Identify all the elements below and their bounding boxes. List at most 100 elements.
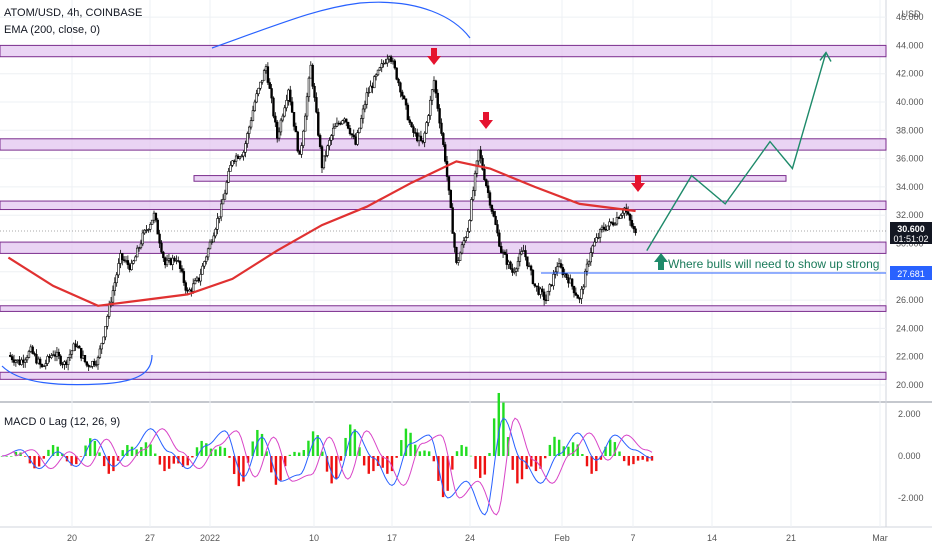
candle-body[interactable] bbox=[149, 224, 152, 230]
candle-body[interactable] bbox=[443, 144, 447, 162]
candle-body[interactable] bbox=[23, 359, 27, 363]
bottom-arc-drawing[interactable] bbox=[1, 354, 153, 386]
candle-body[interactable] bbox=[451, 207, 454, 234]
candle-body[interactable] bbox=[113, 282, 117, 291]
candle-body[interactable] bbox=[186, 290, 189, 292]
candle-body[interactable] bbox=[22, 359, 25, 363]
candle-body[interactable] bbox=[255, 93, 258, 103]
candle-body[interactable] bbox=[514, 268, 518, 272]
macd-axis[interactable]: 2.000 0.000 -2.000 bbox=[898, 409, 924, 503]
candle-body[interactable] bbox=[565, 273, 568, 278]
candle-body[interactable] bbox=[249, 120, 253, 128]
candle-body[interactable] bbox=[212, 235, 215, 243]
candle-body[interactable] bbox=[139, 243, 143, 249]
candle-body[interactable] bbox=[104, 325, 107, 338]
candle-body[interactable] bbox=[587, 261, 591, 265]
candle-body[interactable] bbox=[339, 123, 342, 125]
candle-body[interactable] bbox=[399, 82, 402, 93]
candle-body[interactable] bbox=[14, 360, 18, 363]
candle-body[interactable] bbox=[264, 66, 268, 71]
candle-body[interactable] bbox=[259, 81, 262, 89]
candle-body[interactable] bbox=[595, 237, 598, 243]
candle-body[interactable] bbox=[102, 336, 105, 344]
candle-body[interactable] bbox=[57, 351, 61, 357]
candle-body[interactable] bbox=[363, 104, 367, 110]
candle-body[interactable] bbox=[136, 247, 139, 258]
candle-body[interactable] bbox=[358, 127, 361, 134]
candle-body[interactable] bbox=[302, 130, 305, 146]
zone-rect[interactable] bbox=[0, 200, 887, 211]
candle-body[interactable] bbox=[438, 108, 441, 124]
candle-body[interactable] bbox=[380, 63, 383, 68]
candle-body[interactable] bbox=[356, 132, 359, 145]
candle-body[interactable] bbox=[348, 128, 352, 135]
candle-body[interactable] bbox=[141, 232, 144, 245]
candle-body[interactable] bbox=[91, 361, 94, 367]
candle-body[interactable] bbox=[533, 283, 537, 287]
candle-body[interactable] bbox=[378, 67, 382, 71]
candle-body[interactable] bbox=[74, 343, 77, 348]
candle-body[interactable] bbox=[130, 263, 133, 271]
candle-body[interactable] bbox=[391, 60, 395, 62]
candle-body[interactable] bbox=[111, 290, 115, 303]
candle-body[interactable] bbox=[386, 58, 389, 64]
candle-body[interactable] bbox=[272, 97, 275, 117]
candle-body[interactable] bbox=[124, 260, 128, 262]
candle-body[interactable] bbox=[436, 92, 439, 109]
candle-body[interactable] bbox=[481, 157, 484, 170]
candle-body[interactable] bbox=[520, 251, 523, 255]
candle-body[interactable] bbox=[89, 366, 92, 368]
candle-body[interactable] bbox=[337, 122, 340, 125]
candle-body[interactable] bbox=[100, 342, 103, 350]
candle-body[interactable] bbox=[585, 263, 589, 272]
candle-body[interactable] bbox=[507, 261, 510, 265]
candle-body[interactable] bbox=[311, 64, 314, 87]
candle-body[interactable] bbox=[164, 257, 167, 266]
candle-body[interactable] bbox=[33, 353, 36, 355]
candle-body[interactable] bbox=[106, 316, 109, 327]
candle-body[interactable] bbox=[542, 291, 546, 301]
candle-body[interactable] bbox=[18, 359, 21, 365]
candle-body[interactable] bbox=[330, 135, 333, 141]
candle-body[interactable] bbox=[210, 241, 214, 243]
candle-body[interactable] bbox=[501, 251, 505, 254]
candle-body[interactable] bbox=[563, 273, 566, 276]
candle-body[interactable] bbox=[361, 108, 365, 119]
candle-body[interactable] bbox=[434, 80, 438, 94]
candle-body[interactable] bbox=[214, 229, 217, 237]
candle-body[interactable] bbox=[38, 358, 42, 365]
candle-body[interactable] bbox=[225, 181, 228, 194]
candle-body[interactable] bbox=[602, 226, 606, 230]
candle-body[interactable] bbox=[427, 115, 430, 123]
candle-body[interactable] bbox=[546, 290, 550, 302]
candle-body[interactable] bbox=[485, 179, 488, 187]
candle-body[interactable] bbox=[27, 351, 31, 358]
candle-body[interactable] bbox=[326, 145, 329, 156]
candle-body[interactable] bbox=[527, 265, 531, 268]
candle-body[interactable] bbox=[66, 357, 70, 365]
ema-200-line[interactable] bbox=[7, 160, 636, 307]
candle-body[interactable] bbox=[220, 203, 223, 218]
candle-body[interactable] bbox=[518, 253, 522, 262]
symbol-title[interactable]: ATOM/USD, 4h, COINBASE bbox=[4, 7, 142, 19]
candle-body[interactable] bbox=[285, 100, 288, 109]
candle-body[interactable] bbox=[145, 229, 148, 232]
candle-body[interactable] bbox=[317, 111, 320, 136]
macd-line[interactable] bbox=[1, 417, 653, 516]
candle-body[interactable] bbox=[421, 140, 424, 143]
candle-body[interactable] bbox=[333, 126, 337, 129]
candle-body[interactable] bbox=[477, 149, 480, 162]
candle-body[interactable] bbox=[70, 350, 74, 355]
candle-body[interactable] bbox=[610, 221, 613, 223]
candle-body[interactable] bbox=[397, 78, 400, 84]
candle-body[interactable] bbox=[483, 169, 486, 180]
candle-body[interactable] bbox=[468, 220, 471, 232]
candle-body[interactable] bbox=[25, 357, 29, 361]
candle-body[interactable] bbox=[583, 270, 587, 288]
candle-body[interactable] bbox=[171, 257, 174, 266]
candle-body[interactable] bbox=[318, 135, 322, 147]
candle-body[interactable] bbox=[345, 118, 348, 123]
candle-body[interactable] bbox=[59, 355, 62, 365]
candle-body[interactable] bbox=[206, 248, 210, 258]
